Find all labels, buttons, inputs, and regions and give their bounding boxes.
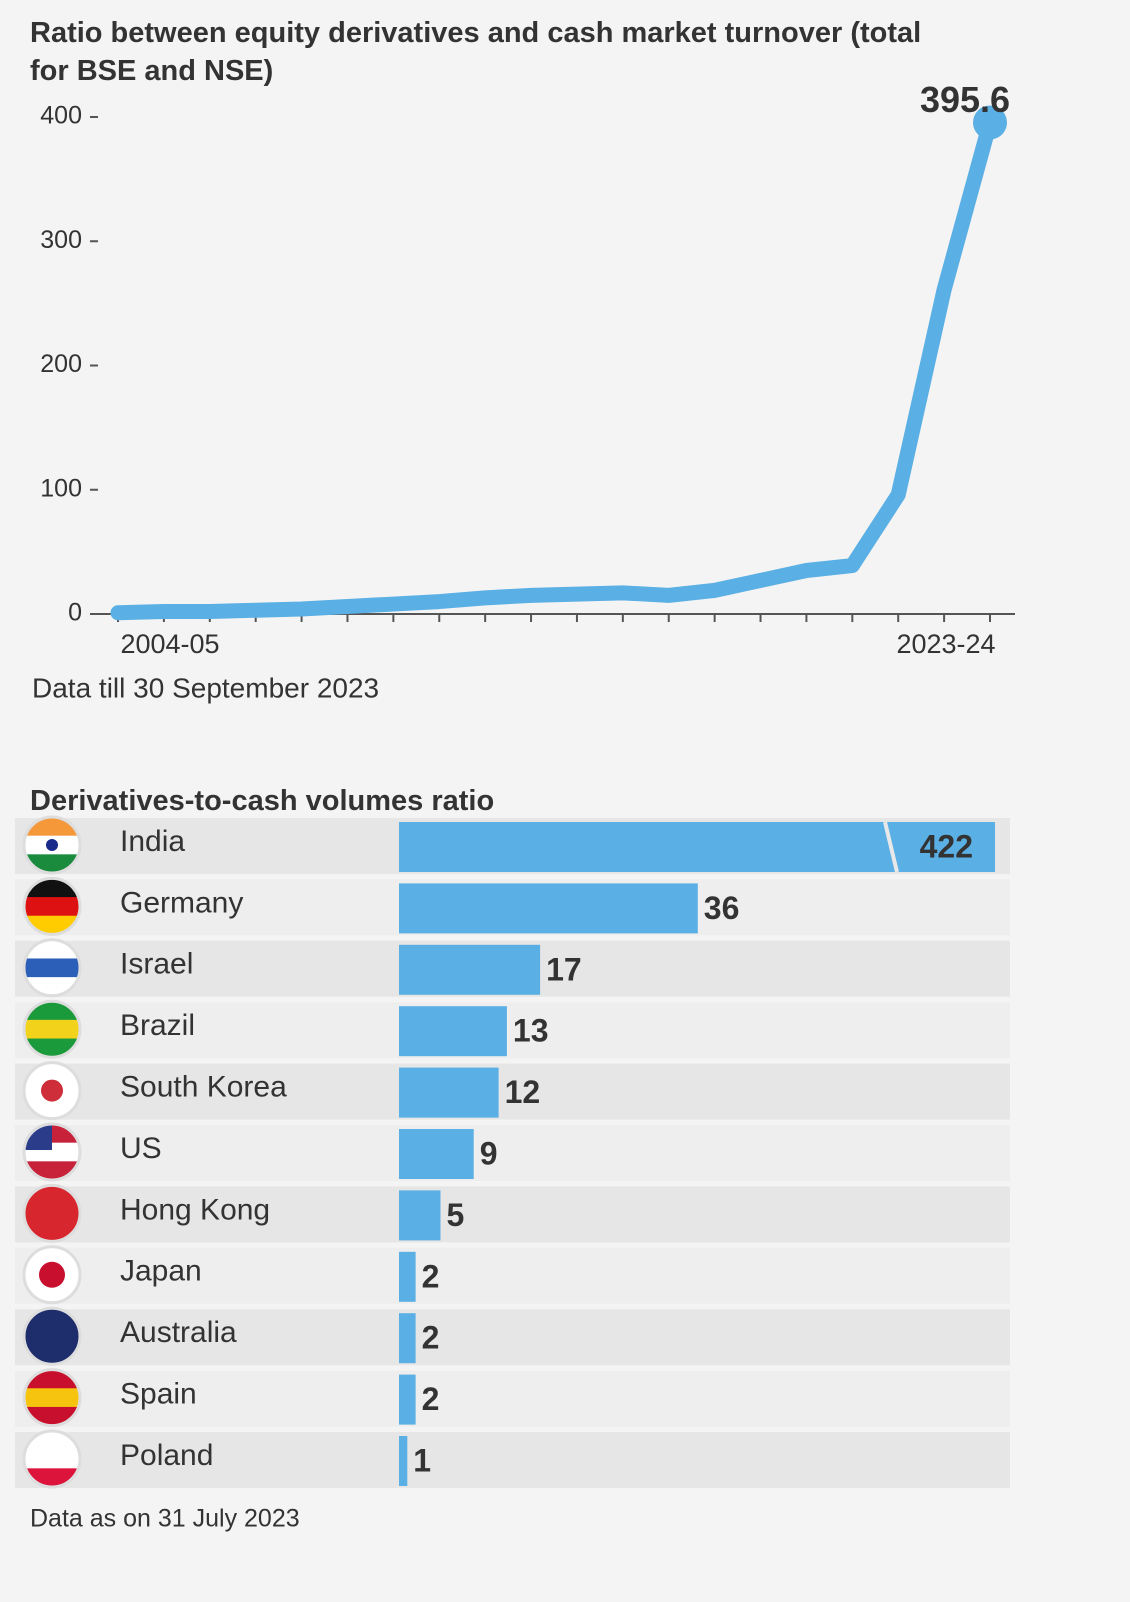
data-label: 17 bbox=[546, 951, 582, 987]
flag-stripe bbox=[24, 1019, 80, 1040]
category-label: Japan bbox=[120, 1255, 202, 1288]
flag-rim bbox=[22, 1245, 82, 1305]
category-label: India bbox=[120, 825, 185, 858]
x-tick-label: 2023-24 bbox=[896, 629, 995, 659]
row-band bbox=[15, 1309, 1010, 1366]
flag-rim bbox=[22, 1061, 82, 1121]
data-label: 12 bbox=[505, 1074, 541, 1110]
bar bbox=[399, 1436, 408, 1486]
category-label: South Korea bbox=[120, 1071, 287, 1104]
bar bbox=[399, 1006, 507, 1057]
annotation: Data as on 31 July 2023 bbox=[30, 1505, 300, 1533]
category-label: Israel bbox=[120, 948, 193, 981]
flag-emblem bbox=[41, 1079, 63, 1102]
annotation: Data till 30 September 2023 bbox=[32, 672, 379, 703]
flag-rim bbox=[22, 815, 82, 875]
y-tick-label: 400 bbox=[40, 102, 82, 130]
data-label: 1 bbox=[413, 1442, 431, 1478]
y-tick-label: 200 bbox=[40, 350, 82, 378]
data-label: 13 bbox=[513, 1013, 549, 1049]
flag-rim bbox=[22, 876, 82, 936]
bar bbox=[399, 1251, 416, 1302]
row-band bbox=[15, 1247, 1010, 1304]
category-label: Germany bbox=[120, 886, 243, 919]
y-tick-label: 0 bbox=[68, 599, 82, 627]
row-band bbox=[15, 1186, 1010, 1243]
axis-break bbox=[883, 821, 899, 873]
data-label: 2 bbox=[422, 1381, 440, 1417]
bar bbox=[399, 1129, 474, 1179]
flag-rim bbox=[22, 1306, 82, 1366]
line-chart-title: Ratio between equity derivatives and cas… bbox=[30, 17, 922, 87]
bar-chart-title: Derivatives-to-cash volumes ratio bbox=[30, 785, 495, 817]
bar bbox=[399, 1067, 499, 1118]
flag-rim bbox=[22, 999, 82, 1059]
flag-emblem bbox=[39, 1261, 65, 1288]
flag-stripe bbox=[24, 1449, 80, 1470]
category-label: Australia bbox=[120, 1316, 237, 1349]
y-tick-label: 300 bbox=[40, 226, 82, 254]
row-band bbox=[15, 1063, 1010, 1120]
flag-stripe bbox=[24, 1326, 80, 1347]
data-label: 422 bbox=[920, 828, 973, 864]
flag-rim bbox=[22, 1429, 82, 1489]
flag-emblem bbox=[46, 839, 58, 851]
category-label: Brazil bbox=[120, 1009, 195, 1042]
bar bbox=[399, 944, 541, 995]
category-label: US bbox=[120, 1132, 162, 1165]
bar bbox=[399, 1374, 416, 1425]
flag-stripe bbox=[24, 958, 80, 979]
flag-rim bbox=[22, 1183, 82, 1243]
data-label: 36 bbox=[704, 890, 740, 926]
flag-rim bbox=[22, 1368, 82, 1428]
row-band bbox=[15, 1432, 1010, 1488]
flag-stripe bbox=[24, 897, 80, 917]
bar bbox=[399, 822, 995, 872]
data-label: 5 bbox=[447, 1197, 465, 1233]
data-label: 2 bbox=[422, 1320, 440, 1356]
data-label: 395.6 bbox=[920, 79, 1010, 120]
bar bbox=[399, 883, 698, 934]
row-band bbox=[15, 1370, 1010, 1427]
row-band bbox=[15, 1002, 1010, 1059]
category-label: Spain bbox=[120, 1378, 197, 1411]
flag-stripe bbox=[24, 1204, 80, 1224]
line bbox=[110, 114, 998, 621]
data-label: 2 bbox=[422, 1258, 440, 1294]
bar bbox=[399, 1190, 441, 1241]
row-band bbox=[15, 1125, 1010, 1181]
flag-stripe bbox=[24, 1388, 80, 1408]
data-label: 9 bbox=[480, 1135, 498, 1171]
y-tick-label: 100 bbox=[40, 474, 82, 502]
category-label: Hong Kong bbox=[120, 1193, 270, 1226]
flag-rim bbox=[22, 938, 82, 998]
end-point bbox=[973, 105, 1007, 140]
x-tick-label: 2004-05 bbox=[120, 629, 219, 659]
flag-rim bbox=[22, 1122, 82, 1182]
category-label: Poland bbox=[120, 1439, 213, 1472]
bar bbox=[399, 1313, 416, 1364]
